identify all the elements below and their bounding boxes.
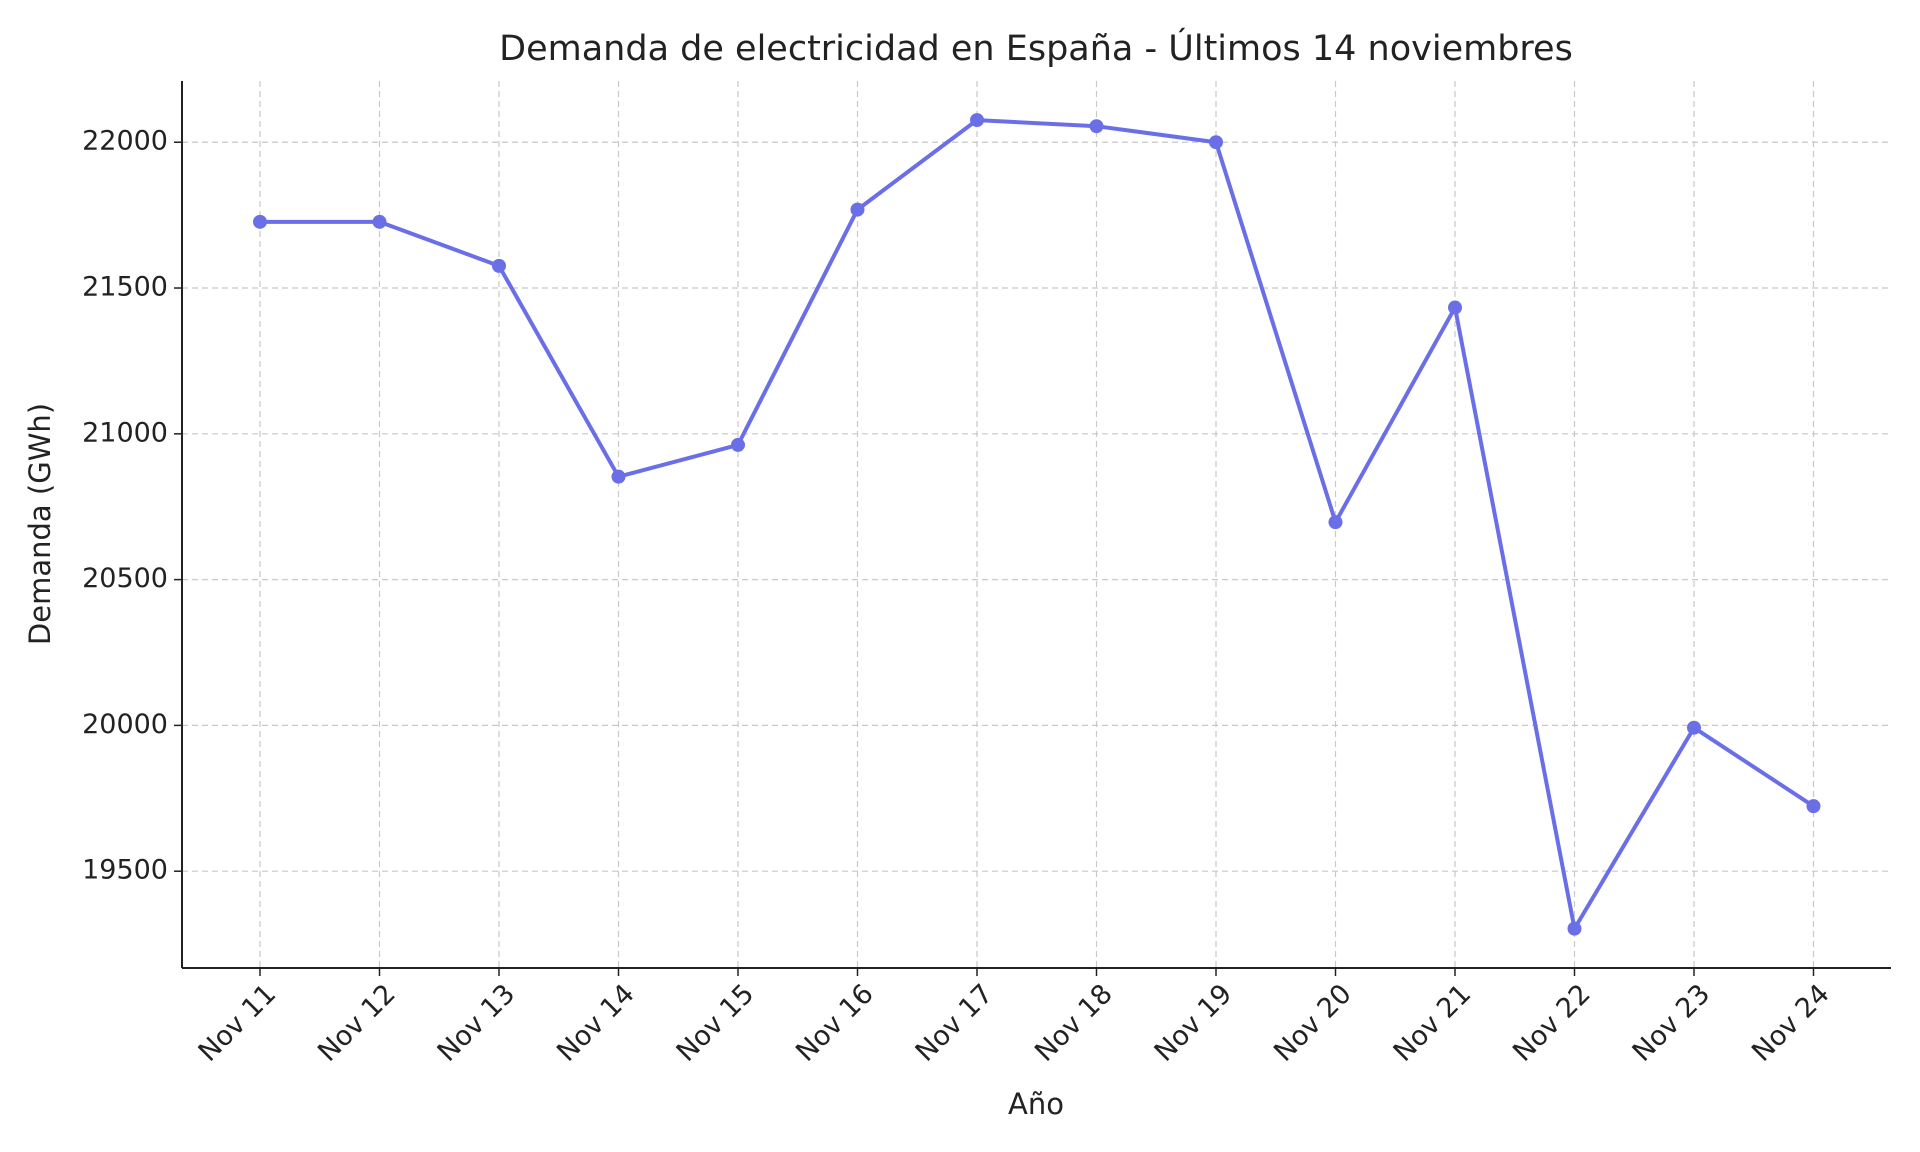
data-point (1567, 921, 1582, 936)
y-tick-label: 21000 (82, 417, 168, 448)
data-point (731, 437, 745, 452)
x-tick-label: Nov 19 (1149, 978, 1239, 1068)
data-point (492, 258, 506, 273)
data-point (1687, 720, 1701, 735)
series-line (260, 118, 1815, 931)
x-tick-label: Nov 14 (551, 978, 641, 1068)
x-tick-label: Nov 12 (312, 978, 402, 1068)
y-axis-label: Demanda (GWh) (23, 403, 57, 645)
x-tick-label: Nov 15 (671, 978, 761, 1068)
x-tick-label: Nov 23 (1627, 978, 1717, 1068)
data-point (1448, 300, 1462, 315)
x-tick-label: Nov 24 (1746, 978, 1836, 1068)
y-tick-label: 19500 (82, 855, 168, 886)
x-tick-label: Nov 18 (1029, 978, 1119, 1068)
y-tick-label: 20500 (82, 563, 168, 594)
x-tick-label: Nov 17 (910, 978, 1000, 1068)
data-point (1328, 515, 1343, 530)
y-tick-label: 21500 (82, 272, 168, 303)
data-point (611, 469, 626, 484)
data-point (1089, 119, 1104, 134)
data-point (253, 214, 267, 229)
y-tick-label: 22000 (82, 126, 168, 157)
x-tick-label: Nov 11 (193, 978, 283, 1068)
x-tick-label: Nov 16 (790, 978, 880, 1068)
data-point (1806, 799, 1821, 814)
x-tick-label: Nov 13 (432, 978, 522, 1068)
data-point (1209, 135, 1223, 150)
data-point (970, 113, 984, 128)
x-axis-label: Año (1008, 1087, 1064, 1121)
data-point (850, 202, 865, 217)
y-tick-label: 20000 (82, 709, 168, 740)
x-tick-label: Nov 22 (1507, 978, 1597, 1068)
x-tick-label: Nov 20 (1268, 978, 1358, 1068)
chart-title: Demanda de electricidad en España - Últi… (499, 27, 1573, 69)
x-tick-label: Nov 21 (1388, 978, 1478, 1068)
data-point (372, 214, 387, 229)
